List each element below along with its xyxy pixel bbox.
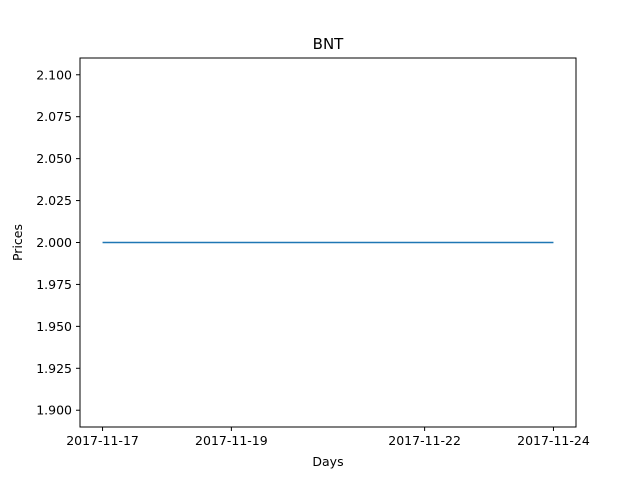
y-tick-label: 2.000 [36,235,72,250]
x-tick-label: 2017-11-19 [195,433,268,448]
plot-area-frame [79,57,577,428]
y-tick-label: 1.925 [36,361,72,376]
y-tick-label: 2.100 [36,67,72,82]
y-tick-label: 2.075 [36,109,72,124]
y-tick-label: 1.975 [36,277,72,292]
y-tick-label: 2.050 [36,151,72,166]
y-tick-label: 2.025 [36,193,72,208]
x-axis-ticks: 2017-11-17 2017-11-19 2017-11-22 2017-11-24 [66,427,590,448]
y-axis-label: Prices [10,224,25,261]
chart-title: BNT [313,35,345,53]
x-tick-label: 2017-11-22 [388,433,461,448]
y-tick-label: 1.950 [36,319,72,334]
y-tick-label: 1.900 [36,403,72,418]
x-tick-label: 2017-11-24 [517,433,590,448]
x-tick-label: 2017-11-17 [66,433,139,448]
y-axis-ticks: 1.900 1.925 1.950 1.975 2.000 2.025 2.050 2.075… [36,67,80,418]
x-axis-label: Days [312,454,343,469]
